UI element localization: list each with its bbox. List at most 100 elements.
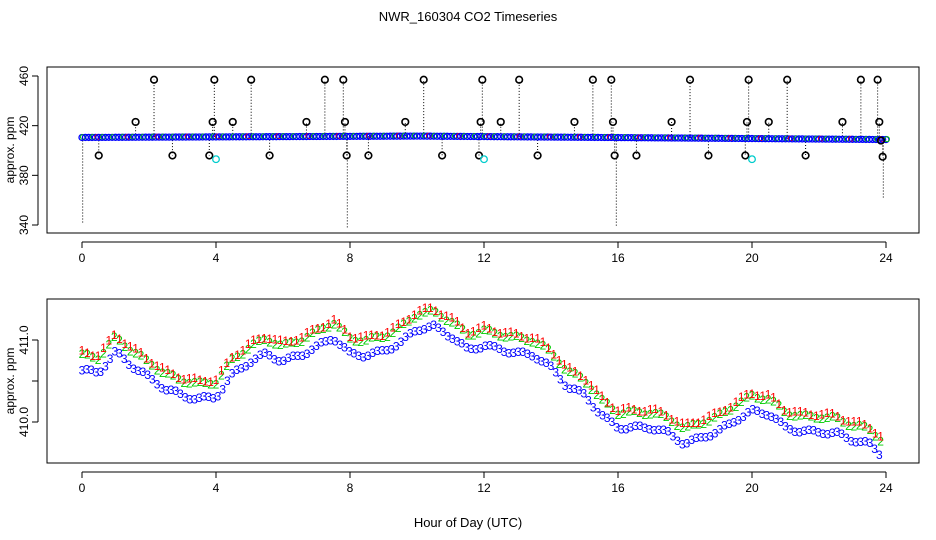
x-tick-label-1-4: 16 [611,481,625,495]
bottom-point-red: 1 [872,426,879,440]
top-point-blue [332,132,341,141]
bottom-point-blue: 3 [777,415,784,429]
top-point-blue [145,133,153,141]
bottom-point-red: 1 [556,353,563,367]
bottom-point-green: 2 [84,348,91,362]
bottom-point-green: 2 [384,330,391,344]
top-point-blue [818,135,826,143]
top-point-blue [403,132,411,140]
x-tick-label-1-5: 20 [745,481,759,495]
bottom-point-red: 1 [122,337,129,351]
bottom-point-blue: 3 [360,350,367,364]
bottom-point-red: 1 [304,325,311,339]
top-point-blue [453,132,461,141]
bottom-point-blue: 3 [285,351,292,365]
y-axis-title-1: approx. ppm [3,348,17,415]
top-point-blue [413,132,421,140]
bottom-point-green: 2 [132,347,139,361]
bottom-point-red: 1 [325,317,332,331]
bottom-point-green: 2 [470,329,477,343]
bottom-point-red: 1 [261,331,268,345]
top-point-blue [162,133,170,141]
top-point-blue [748,134,756,143]
bottom-point-blue: 3 [515,345,522,359]
top-point-blue [91,133,100,142]
bottom-point-blue: 3 [876,448,883,462]
top-point-blue [242,133,250,141]
bottom-point-green: 2 [513,329,520,343]
y-tick-label-0-1: 380 [17,165,31,185]
bottom-point-blue: 3 [773,412,780,426]
bottom-point-red: 1 [513,326,520,340]
bottom-point-blue: 3 [613,420,620,434]
bottom-point-blue: 3 [862,434,869,448]
bottom-point-green: 2 [716,407,723,421]
bottom-point-green: 2 [331,318,338,332]
bottom-point-red: 1 [154,359,161,373]
bottom-point-blue: 3 [102,359,109,373]
bottom-point-green: 2 [631,404,638,418]
bottom-point-blue: 3 [651,423,658,437]
bottom-point-red: 1 [652,402,659,416]
bottom-point-blue: 3 [351,347,358,361]
bottom-point-blue: 3 [463,341,470,355]
bottom-point-green: 2 [604,397,611,411]
bottom-point-blue: 3 [693,431,700,445]
bottom-point-blue: 3 [247,356,254,370]
top-point-blue [778,135,786,143]
bottom-point-green: 2 [223,359,230,373]
bottom-point-red: 1 [352,331,359,345]
bottom-point-blue: 3 [346,344,353,358]
top-outlier-point-28 [608,117,618,127]
top-point-blue [282,132,291,141]
top-point-blue [105,133,113,142]
bottom-point-green: 2 [674,419,681,433]
bottom-point-green: 2 [706,414,713,428]
top-point-blue [879,135,887,144]
bottom-point-blue: 3 [637,419,644,433]
bottom-point-blue: 3 [238,361,245,375]
bottom-point-red: 1 [733,395,740,409]
bottom-point-red: 1 [749,387,756,401]
top-point-blue [557,133,565,141]
bottom-point-green: 2 [336,321,343,335]
bottom-point-blue: 3 [421,323,428,337]
bottom-point-green: 2 [341,325,348,339]
bottom-point-green: 2 [690,418,697,432]
bottom-point-red: 1 [545,341,552,355]
top-point-blue [815,135,823,143]
bottom-point-green: 2 [486,323,493,337]
bottom-point-blue: 3 [548,359,555,373]
bottom-point-blue: 3 [529,350,536,364]
bottom-point-blue: 3 [79,363,86,377]
bottom-point-red: 1 [336,316,343,330]
bottom-series-group: 3333333333333333333333333333333333333333… [79,301,885,462]
bottom-point-blue: 3 [595,406,602,420]
top-point-blue [745,134,753,143]
x-tick-label-0-3: 12 [477,251,491,265]
bottom-point-red: 1 [716,405,723,419]
bottom-point-green: 2 [207,378,214,392]
top-outlier-point-15 [364,151,373,160]
bottom-point-red: 1 [395,317,402,331]
bottom-point-green: 2 [282,337,289,351]
bottom-point-blue: 3 [623,422,630,436]
bottom-point-green: 2 [615,408,622,422]
bottom-point-green: 2 [164,367,171,381]
bottom-point-blue: 3 [627,420,634,434]
bottom-point-blue: 3 [848,434,855,448]
bottom-point-blue: 3 [754,404,761,418]
bottom-point-red: 1 [867,421,874,435]
top-point-blue [393,132,401,140]
top-point-blue [426,132,435,140]
top-point-blue [567,133,575,141]
top-outlier-point-39 [801,151,810,160]
bottom-point-red: 1 [808,408,815,422]
bottom-point-green: 2 [872,430,879,444]
bottom-point-blue: 3 [838,427,845,441]
bottom-point-red: 1 [470,325,477,339]
bottom-point-green: 2 [213,378,220,392]
bottom-point-green: 2 [186,377,193,391]
top-point-blue [728,134,736,143]
bottom-point-blue: 3 [393,339,400,353]
